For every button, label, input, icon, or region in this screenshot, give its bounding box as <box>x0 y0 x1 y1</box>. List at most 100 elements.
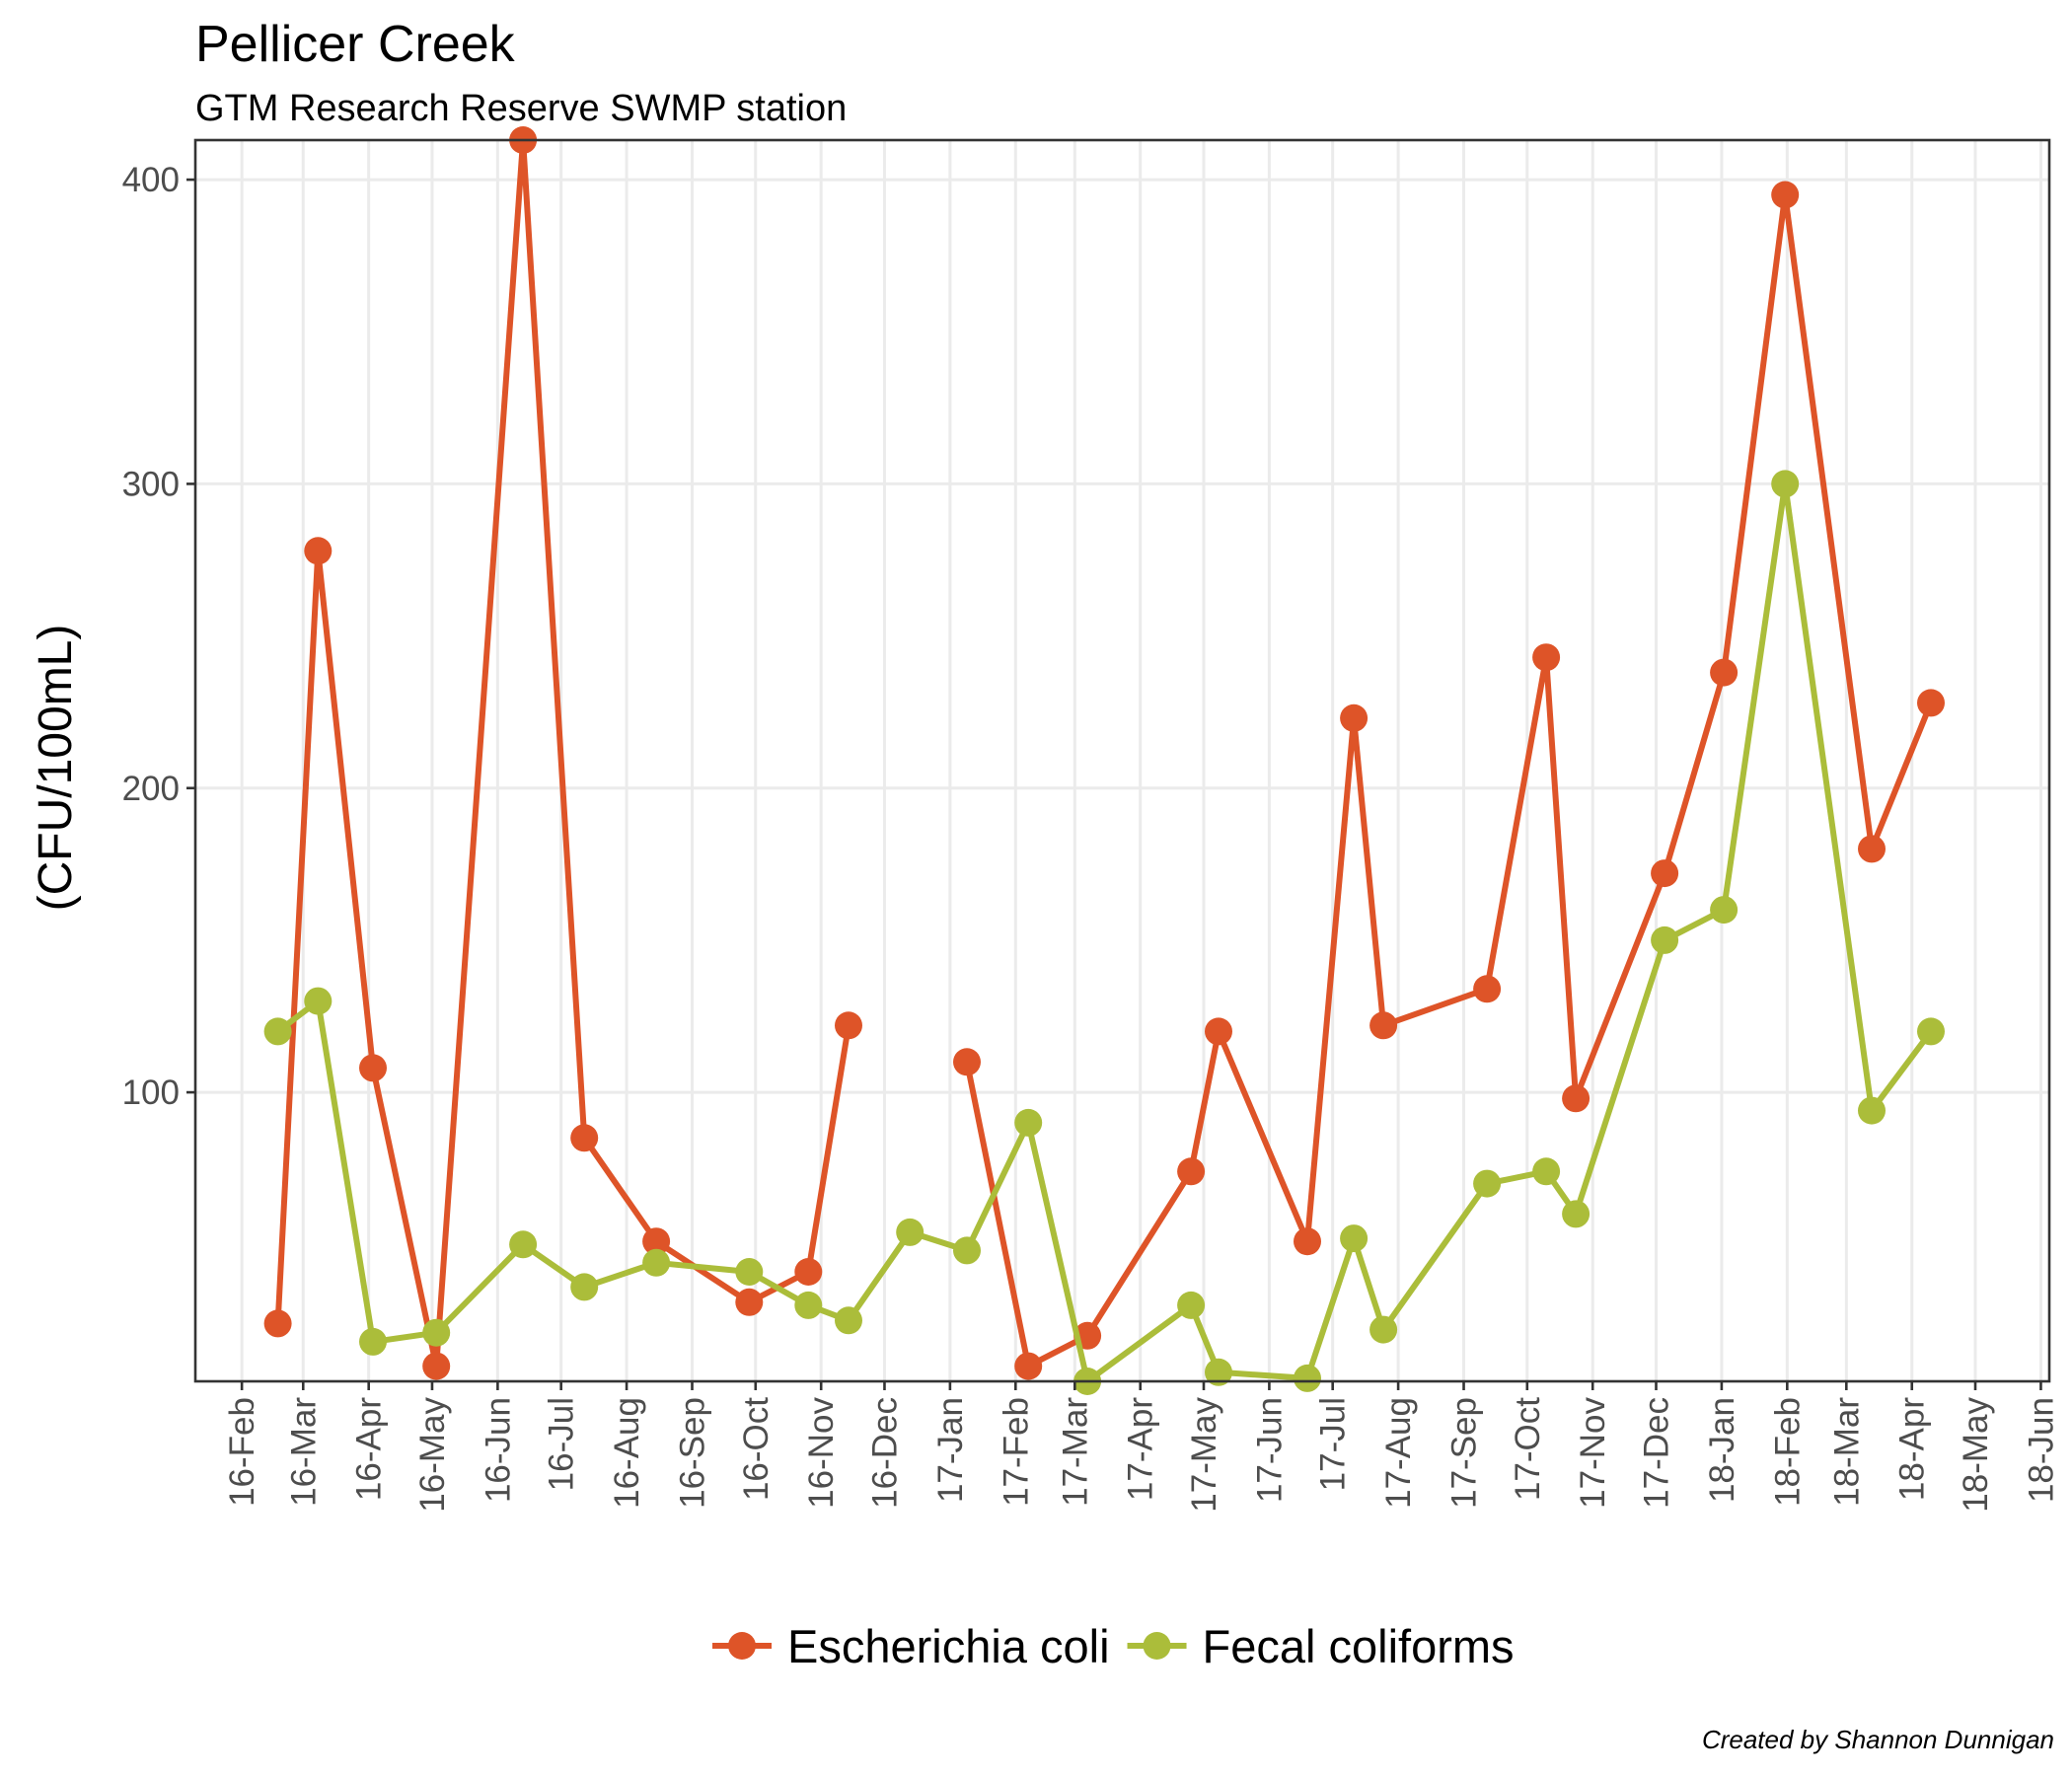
x-tick-label: 17-Sep <box>1445 1397 1484 1509</box>
data-point <box>1177 1157 1206 1186</box>
data-point <box>1014 1352 1043 1380</box>
series-line <box>964 191 1934 1369</box>
data-point <box>1205 1358 1232 1386</box>
x-tick-label: 18-Jun <box>2022 1397 2060 1503</box>
data-point <box>794 1258 823 1286</box>
chart-title: Pellicer Creek <box>195 16 516 73</box>
y-tick-label: 100 <box>122 1073 180 1112</box>
data-point <box>422 1318 451 1347</box>
data-point <box>835 1011 862 1040</box>
x-tick-label: 17-May <box>1185 1397 1223 1513</box>
plot-background <box>195 140 2049 1381</box>
series-escherichia-coli <box>263 126 1945 1380</box>
x-tick-label: 16-Nov <box>802 1397 841 1509</box>
data-point <box>1532 643 1561 672</box>
data-point <box>1651 859 1679 888</box>
data-point <box>1562 1200 1591 1228</box>
x-tick-label: 16-Dec <box>866 1397 905 1509</box>
data-point <box>953 1236 981 1265</box>
y-tick-label: 400 <box>122 161 180 199</box>
data-point <box>1771 181 1800 209</box>
x-tick-label: 16-Oct <box>737 1397 776 1501</box>
data-point <box>1651 925 1679 954</box>
data-point <box>835 1306 862 1335</box>
legend-item: Escherichia coli <box>712 1620 1110 1672</box>
data-point <box>735 1288 764 1316</box>
x-tick-label: 16-Apr <box>350 1397 389 1501</box>
x-tick-label: 16-Feb <box>223 1397 261 1507</box>
data-point <box>1369 1011 1398 1040</box>
data-point <box>570 1124 599 1152</box>
axes: 100 200 300 400 16-Feb 16-Mar 16-Apr 16-May 16-J… <box>122 138 2060 1513</box>
x-tick-label: 18-Mar <box>1827 1397 1866 1507</box>
legend-label: Fecal coliforms <box>1203 1620 1515 1672</box>
data-point <box>735 1258 764 1286</box>
data-point <box>1917 689 1945 717</box>
data-point <box>1205 1017 1232 1046</box>
chart-subtitle: GTM Research Reserve SWMP station <box>195 88 847 129</box>
data-point <box>1473 1169 1502 1198</box>
x-tick-label: 17-Feb <box>997 1397 1035 1507</box>
x-tick-label: 16-Jul <box>543 1397 581 1491</box>
legend-key-point <box>1143 1632 1171 1660</box>
x-tick-label: 18-Feb <box>1768 1397 1807 1507</box>
data-point <box>1771 470 1800 498</box>
data-point <box>509 1230 538 1259</box>
legend-item: Fecal coliforms <box>1127 1620 1515 1672</box>
x-tick-label: 18-Apr <box>1893 1397 1932 1501</box>
x-tick-label: 17-Jan <box>931 1397 970 1503</box>
y-axis-label: (CFU/100mL) <box>30 625 82 912</box>
data-point <box>263 1017 292 1046</box>
data-point <box>304 537 333 565</box>
data-point <box>1177 1291 1206 1319</box>
data-point <box>304 987 333 1015</box>
data-point <box>359 1054 387 1082</box>
caption: Created by Shannon Dunnigan <box>1702 1725 2054 1754</box>
y-tick-label: 200 <box>122 770 180 808</box>
legend: Escherichia coli Fecal coliforms <box>712 1620 1515 1672</box>
data-point <box>896 1218 925 1246</box>
series-layer <box>263 126 1945 1395</box>
data-point <box>1294 1227 1321 1256</box>
legend-label: Escherichia coli <box>787 1620 1110 1672</box>
data-point <box>642 1248 671 1277</box>
data-point <box>953 1048 981 1076</box>
data-point <box>1858 1096 1886 1125</box>
plot-area <box>195 140 2049 1381</box>
x-tick-label: 17-Oct <box>1509 1397 1547 1501</box>
data-point <box>1562 1084 1591 1113</box>
x-tick-label: 18-Jan <box>1703 1397 1741 1503</box>
legend-key-point <box>728 1632 756 1660</box>
x-tick-label: 17-Mar <box>1056 1397 1094 1507</box>
data-point <box>1340 703 1369 732</box>
gridlines <box>195 140 2049 1381</box>
data-point <box>1369 1315 1398 1344</box>
data-point <box>359 1327 387 1356</box>
data-point <box>1473 975 1502 1003</box>
x-tick-label: 17-Aug <box>1379 1397 1418 1509</box>
x-tick-label: 17-Dec <box>1638 1397 1676 1509</box>
data-point <box>1014 1108 1043 1137</box>
x-tick-label: 16-Jun <box>479 1397 517 1503</box>
data-point <box>1294 1364 1321 1392</box>
data-point <box>642 1227 671 1256</box>
x-tick-label: 17-Apr <box>1122 1397 1160 1501</box>
y-tick-label: 300 <box>122 465 180 503</box>
x-tick-label: 16-Mar <box>284 1397 323 1507</box>
plot-border <box>193 138 2051 1383</box>
x-tick-label: 16-Aug <box>608 1397 646 1509</box>
data-point <box>1710 658 1739 687</box>
data-point <box>422 1352 451 1380</box>
data-point <box>1340 1224 1369 1253</box>
x-tick-label: 16-Sep <box>674 1397 712 1509</box>
x-tick-label: 16-May <box>413 1397 452 1513</box>
x-tick-label: 17-Jun <box>1250 1397 1289 1503</box>
data-point <box>1532 1157 1561 1186</box>
x-tick-label: 18-May <box>1957 1397 1995 1513</box>
data-point <box>794 1291 823 1319</box>
x-tick-label: 17-Jul <box>1314 1397 1353 1491</box>
data-point <box>1710 896 1739 925</box>
data-point <box>1917 1017 1945 1046</box>
x-tick-label: 17-Nov <box>1574 1397 1612 1509</box>
